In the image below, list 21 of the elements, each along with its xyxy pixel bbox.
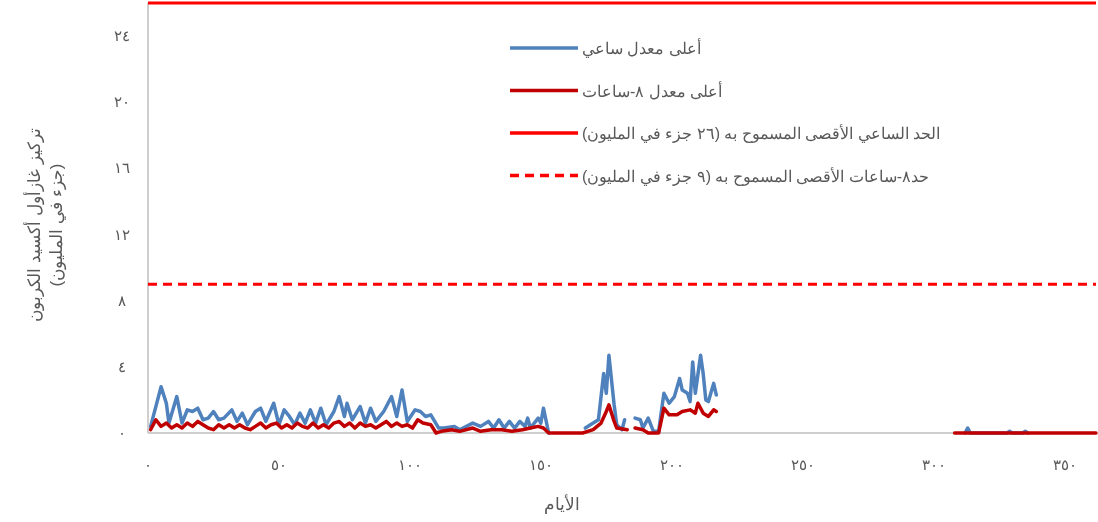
x-tick-label: ٣٥٠ bbox=[1052, 456, 1077, 473]
x-tick-label: ١٥٠ bbox=[528, 456, 553, 473]
y-tick-label: ٢٤ bbox=[114, 27, 130, 45]
y-axis-title: تركيز غازأول أكسيد الكربون (جزء في المليون) bbox=[23, 128, 67, 322]
legend-label: حد٨-ساعات الأقصى المسموح به (٩ جزء في المليون) bbox=[582, 166, 930, 186]
y-tick-label: ٢٠ bbox=[114, 93, 130, 111]
legend-label: أعلى معدل ٨-ساعات bbox=[582, 80, 723, 100]
legend-label: الحد الساعي الأقصى المسموح به (٢٦ جزء في المليون) bbox=[582, 124, 941, 143]
legend-label: أعلى معدل ساعي bbox=[582, 38, 701, 58]
x-tick-label: ٠ bbox=[144, 456, 152, 473]
y-tick-label: ١٦ bbox=[114, 159, 130, 177]
y-tick-label: ٠ bbox=[118, 424, 126, 441]
x-tick-label: ١٠٠ bbox=[397, 456, 422, 473]
y-tick-label: ١٢ bbox=[114, 225, 130, 243]
y-tick-label: ٤ bbox=[118, 357, 126, 375]
y-tick-label: ٨ bbox=[118, 291, 126, 309]
x-tick-label: ٢٠٠ bbox=[659, 456, 684, 473]
x-axis-title: الأيام bbox=[544, 494, 580, 515]
x-tick-label: ٥٠ bbox=[270, 456, 287, 473]
x-tick-label: ٢٥٠ bbox=[790, 456, 815, 473]
x-tick-label: ٣٠٠ bbox=[921, 456, 946, 473]
